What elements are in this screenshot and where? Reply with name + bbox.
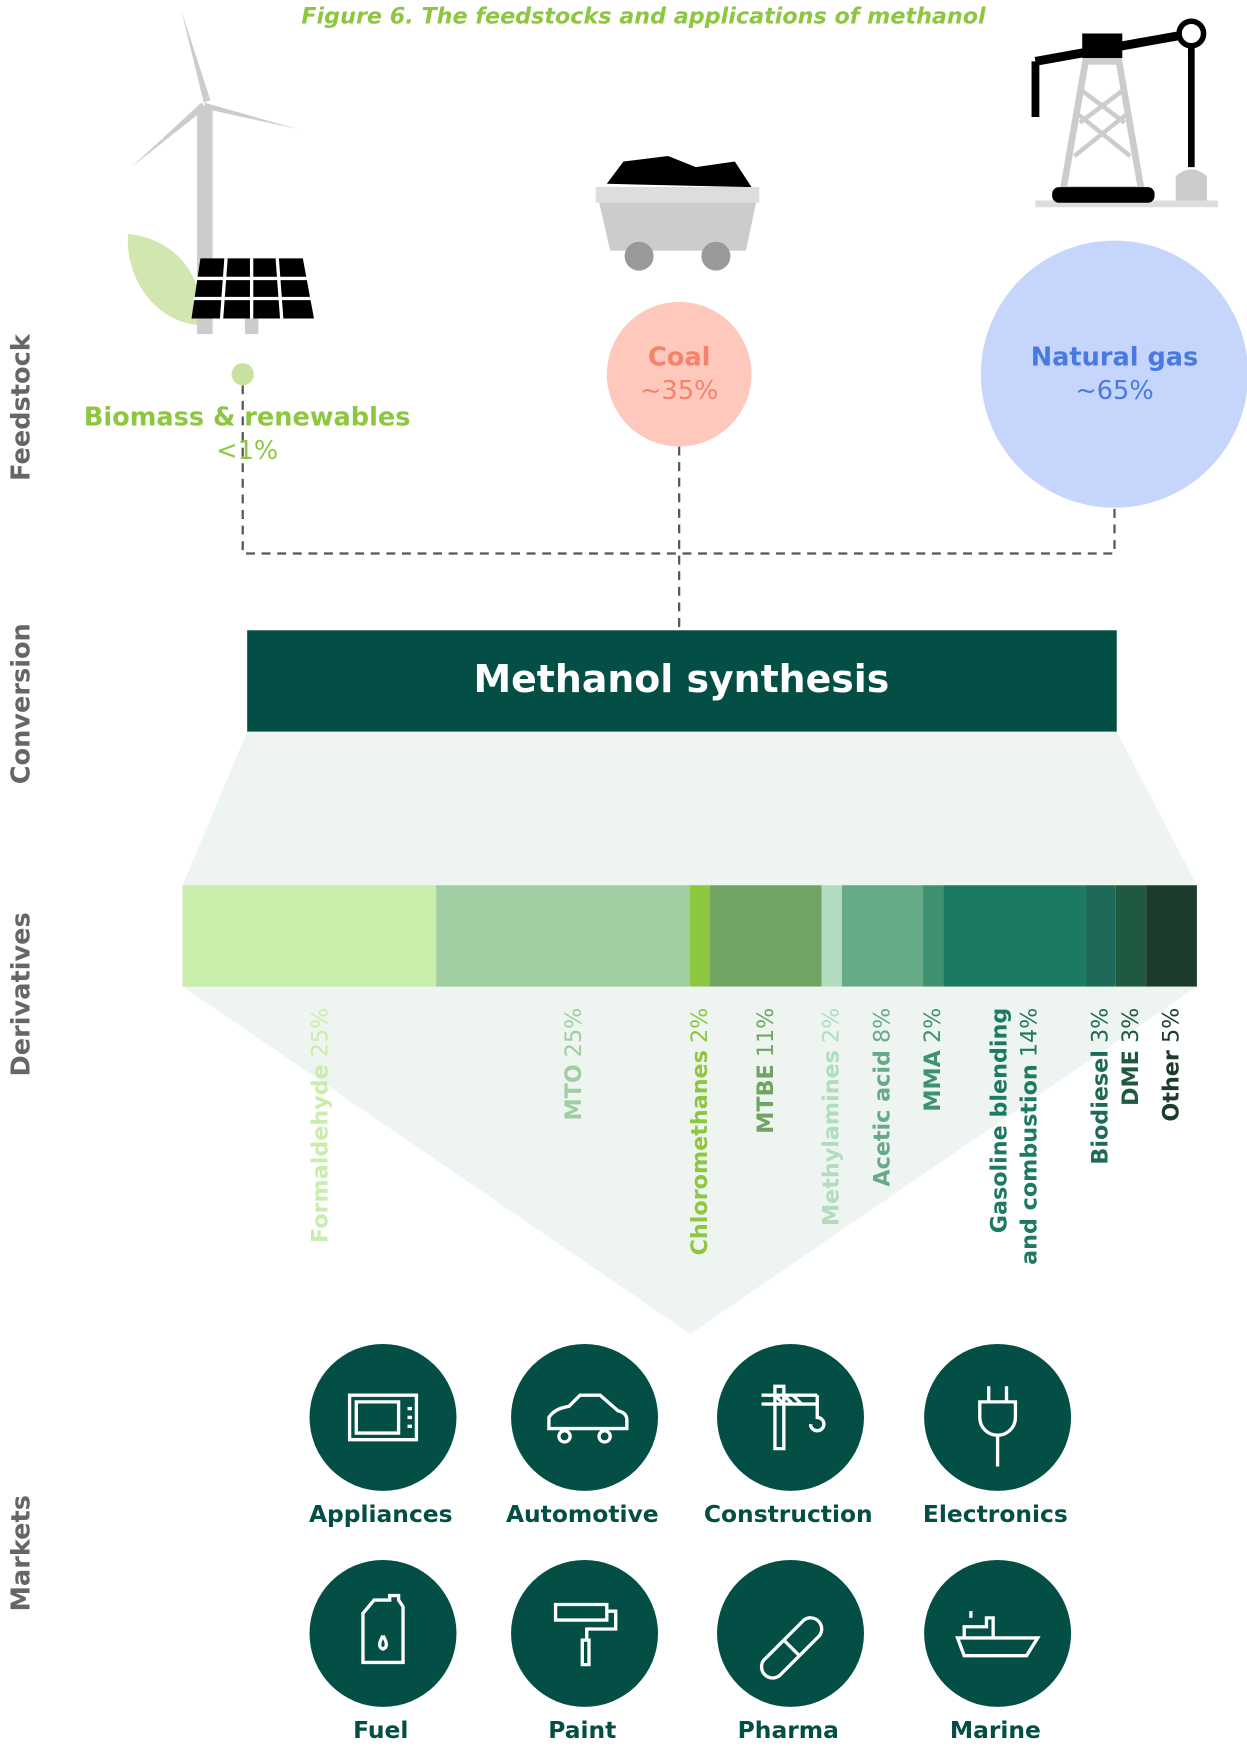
- derivative-name: Methylamines: [818, 1050, 844, 1226]
- feedstock-circle: [606, 301, 752, 447]
- market-icon: [759, 1616, 824, 1680]
- derivative-share: 3%: [1117, 1008, 1143, 1043]
- feedstock-circle: [980, 240, 1247, 508]
- stage-label: Derivatives: [6, 912, 36, 1076]
- market-label: Paint: [548, 1716, 616, 1744]
- bar-segment: [182, 885, 437, 987]
- derivatives: Formaldehyde 25%MTO 25%Chloromethanes 2%…: [182, 885, 1197, 1265]
- derivative-label: Gasoline blending: [986, 1008, 1012, 1234]
- conversion-label: Methanol synthesis: [473, 657, 889, 701]
- derivative-name: Gasoline blending: [986, 1008, 1012, 1234]
- bar-segment: [821, 885, 842, 987]
- derivative-name: Acetic acid: [869, 1050, 895, 1186]
- bar-segment: [436, 885, 690, 987]
- connectors: [241, 385, 1116, 630]
- derivative-name: MMA: [920, 1049, 946, 1111]
- derivative-label: and combustion 14%: [1016, 1008, 1042, 1265]
- derivative-name: Other: [1158, 1050, 1184, 1121]
- bar-segment: [923, 885, 944, 987]
- derivative-name: Formaldehyde: [307, 1064, 333, 1243]
- market-icon: [978, 1386, 1018, 1467]
- market-icon: [361, 1593, 405, 1665]
- market-label: Fuel: [353, 1716, 408, 1744]
- stage-label: Feedstock: [6, 333, 36, 481]
- feedstock-share: <1%: [216, 436, 278, 466]
- market-label: Pharma: [738, 1716, 839, 1744]
- derivative-name: MTBE: [752, 1064, 778, 1133]
- derivative-share: 8%: [869, 1008, 895, 1043]
- derivative-label: MTO 25%: [561, 1008, 587, 1121]
- bar-segment: [943, 885, 1086, 987]
- oil-icon: [1031, 18, 1219, 208]
- derivative-label: DME 3%: [1117, 1008, 1143, 1106]
- derivative-share: 2%: [686, 1008, 712, 1043]
- market-circle: [309, 1343, 457, 1491]
- derivative-label: Methylamines 2%: [818, 1008, 844, 1226]
- market-label: Construction: [704, 1500, 873, 1528]
- derivative-share: 2%: [818, 1008, 844, 1043]
- derivative-name: Chloromethanes: [686, 1050, 712, 1255]
- stage-labels: Feedstock Conversion Derivatives Markets: [6, 333, 36, 1611]
- feedstock-name: Natural gas: [1031, 343, 1199, 373]
- derivative-share: 14%: [1016, 1008, 1042, 1057]
- feedstock-name: Coal: [648, 343, 710, 373]
- derivative-share: 2%: [920, 1008, 946, 1043]
- market-circle: [511, 1343, 659, 1491]
- derivative-label: Chloromethanes 2%: [686, 1008, 712, 1256]
- coal-icon: [595, 155, 760, 271]
- bar-segment: [841, 885, 924, 987]
- derivative-label: MMA 2%: [920, 1008, 946, 1112]
- market-circle: [717, 1343, 864, 1491]
- stage-label: Conversion: [6, 623, 36, 784]
- derivative-name: and combustion: [1016, 1064, 1042, 1265]
- derivative-share: 25%: [307, 1008, 333, 1057]
- market-circle: [511, 1559, 659, 1707]
- feedstock-circle: [231, 363, 254, 386]
- conversion-box: [247, 630, 1117, 732]
- market-icon: [553, 1602, 618, 1667]
- derivative-share: 5%: [1158, 1008, 1184, 1043]
- market-label: Automotive: [506, 1500, 659, 1528]
- bar-segment: [689, 885, 711, 987]
- market-circle: [309, 1559, 457, 1707]
- feedstock-share: ~65%: [1075, 376, 1153, 406]
- derivative-share: 11%: [752, 1008, 778, 1057]
- derivative-name: MTO: [561, 1064, 587, 1120]
- derivative-label: Formaldehyde 25%: [307, 1008, 333, 1243]
- derivative-label: Biodiesel 3%: [1087, 1008, 1113, 1165]
- derivative-share: 25%: [561, 1008, 587, 1057]
- derivative-name: Biodiesel: [1087, 1050, 1113, 1164]
- market-icon: [347, 1393, 419, 1442]
- bar-segment: [1146, 885, 1197, 987]
- derivative-share: 3%: [1087, 1008, 1113, 1043]
- market-label: Electronics: [923, 1500, 1068, 1528]
- bar-segment: [1085, 885, 1116, 987]
- derivative-name: DME: [1117, 1050, 1143, 1106]
- market-icon: [547, 1393, 629, 1444]
- renewables-icon: [127, 11, 314, 335]
- market-circle: [924, 1559, 1072, 1707]
- feedstock-name: Biomass & renewables: [84, 403, 411, 433]
- feedstock-share: ~35%: [640, 376, 718, 406]
- market-label: Marine: [950, 1716, 1041, 1744]
- derivative-label: MTBE 11%: [752, 1008, 778, 1134]
- title: Figure 6. The feedstocks and application…: [301, 3, 986, 29]
- markets: Appliances Automotive Construction Electron…: [309, 1343, 1072, 1744]
- market-circle: [924, 1343, 1072, 1491]
- market-icon: [761, 1384, 826, 1451]
- stage-label: Markets: [6, 1495, 36, 1612]
- bar-segment: [710, 885, 822, 987]
- derivative-label: Other 5%: [1158, 1008, 1184, 1122]
- fan-background: [182, 731, 1197, 1334]
- derivative-label: Acetic acid 8%: [869, 1008, 895, 1187]
- market-label: Appliances: [309, 1500, 453, 1528]
- market-icon: [955, 1611, 1041, 1658]
- bar-segment: [1115, 885, 1147, 987]
